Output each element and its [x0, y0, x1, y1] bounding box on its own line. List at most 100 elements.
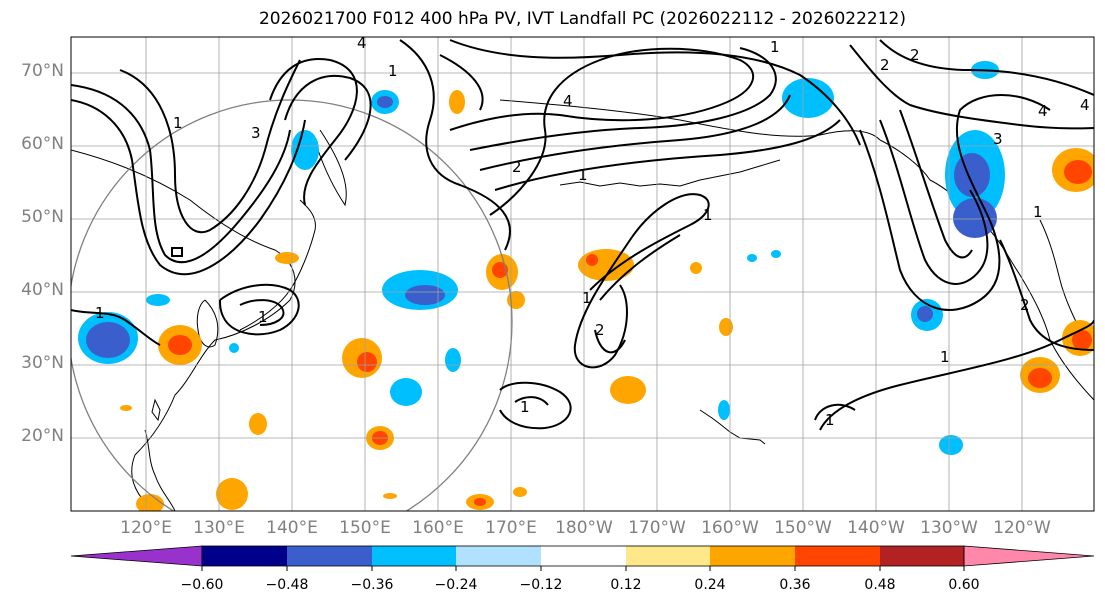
anomaly-pos-1-core: [168, 335, 192, 355]
map-title: 2026021700 F012 400 hPa PV, IVT Landfall…: [258, 9, 906, 29]
contour-jet-6: [494, 119, 841, 191]
contour-label: 2: [1020, 296, 1030, 314]
coastline-aleutians: [559, 159, 781, 187]
contour-label: 1: [703, 206, 713, 224]
contour-label: 1: [520, 398, 530, 416]
contour-label: 1: [940, 348, 950, 366]
colorbar-tick-label: 0.36: [779, 577, 811, 593]
contour-nw-label-loop: [71, 309, 161, 346]
contour-east-1: [819, 319, 1094, 431]
ivt-contours: [71, 39, 1094, 431]
colorbar-tick-label: −0.36: [350, 577, 394, 593]
anomaly-neg-6: [445, 348, 461, 372]
anomaly-pos-17-core: [1028, 368, 1052, 388]
anomaly-pos-4-core: [492, 262, 508, 278]
contour-label: 4: [1038, 102, 1048, 120]
lon-label-150e: 150°E: [339, 518, 391, 538]
anomaly-neg-2-core: [377, 96, 393, 108]
anomaly-pos-18-core: [1072, 330, 1092, 350]
map-border: [70, 36, 1095, 512]
colorbar-tick-label: 0.60: [948, 577, 980, 593]
anomaly-pos-16-core: [1064, 160, 1092, 184]
contour-loop-2: [594, 234, 681, 354]
contour-label: 4: [1080, 96, 1090, 114]
colorbar-seg-9: [880, 546, 964, 566]
contour-label: 1: [582, 289, 592, 307]
colorbar-tick-label: 0.24: [694, 577, 726, 593]
lon-label-170w: 170°W: [628, 518, 686, 538]
colorbar-seg-1: [202, 546, 287, 566]
colorbar-seg-5: [541, 546, 626, 566]
anomaly-neg-12: [939, 435, 963, 455]
contour-label: 1: [95, 304, 105, 322]
contour-jet-3: [449, 47, 755, 216]
contour-sw-2: [514, 396, 549, 406]
colorbar-tick-label: −0.48: [265, 577, 309, 593]
anomaly-neg-1-core: [86, 322, 130, 358]
colorbar-extend-high: [963, 545, 1095, 567]
colorbar-seg-8: [795, 546, 880, 566]
contour-jet-5: [479, 94, 791, 171]
lon-label-140w: 140°W: [847, 518, 905, 538]
anomaly-pos-11-core: [474, 498, 486, 506]
anomaly-neg-16: [747, 254, 757, 262]
anomaly-pos-19: [513, 487, 527, 497]
anomaly-pos-14: [719, 318, 733, 336]
lon-label-120w: 120°W: [993, 518, 1051, 538]
colorbar-tick-label: −0.24: [434, 577, 478, 593]
contour-ridge-1: [269, 58, 358, 206]
anomaly-pos-20: [383, 493, 397, 499]
colorbar-tick-label: 0.12: [610, 577, 642, 593]
anomaly-pos-8: [216, 478, 248, 510]
contour-top-arc: [449, 39, 861, 146]
coastline-philippines: [144, 429, 176, 511]
contour-japan-loop-2: [239, 299, 285, 326]
lat-label-70n: 70°N: [21, 61, 64, 81]
contour-sw-1: [499, 381, 572, 430]
lon-label-150w: 150°W: [774, 518, 832, 538]
lon-label-160w: 160°W: [701, 518, 759, 538]
contour-west-trough-3: [119, 59, 301, 233]
contour-jet-4: [469, 47, 777, 151]
lon-label-130w: 130°W: [920, 518, 978, 538]
coastline-korea: [196, 299, 219, 348]
lat-label-50n: 50°N: [21, 207, 64, 227]
colorbar-seg-6: [626, 546, 710, 566]
anomaly-pos-9: [136, 494, 164, 511]
anomaly-neg-17: [771, 250, 781, 258]
anomaly-pos-7: [249, 413, 267, 435]
contour-trough-east-4: [849, 44, 1094, 130]
anomaly-neg-15: [229, 343, 239, 353]
lon-label-130e: 130°E: [193, 518, 245, 538]
lat-label-60n: 60°N: [21, 134, 64, 154]
lat-label-20n: 20°N: [21, 426, 64, 446]
contour-east-2: [814, 403, 856, 421]
colorbar-tick-label: −0.12: [519, 577, 563, 593]
colorbar-seg-3: [372, 546, 456, 566]
contour-small-1: [171, 247, 183, 257]
anomaly-neg-10: [953, 198, 997, 238]
contour-trough-east-3: [899, 109, 973, 259]
colorbar-tick-marks: [201, 566, 965, 571]
coastline-taiwan: [151, 398, 161, 422]
coastline-asia: [71, 149, 296, 511]
lon-label-160e: 160°E: [412, 518, 464, 538]
contour-ridge-2: [284, 74, 372, 161]
colorbar-outline: [201, 545, 965, 567]
anomaly-neg-7: [718, 400, 730, 420]
grid-lines: [71, 37, 1094, 511]
anomaly-pos-12-core: [586, 254, 598, 266]
contour-trough-east-1: [859, 94, 1051, 311]
contour-trough-east-2: [879, 119, 989, 285]
contour-label: 1: [770, 38, 780, 56]
anomaly-neg-14: [146, 294, 170, 306]
anomaly-neg-8: [782, 78, 834, 118]
contour-label: 1: [825, 411, 835, 429]
contour-label: 4: [563, 92, 573, 110]
anomaly-neg-9-core: [954, 153, 990, 197]
coastline-hawaii: [699, 409, 766, 445]
colorbar-tick-label: −0.60: [180, 577, 224, 593]
contour-label: 2: [880, 56, 890, 74]
anomaly-neg-5: [390, 378, 422, 406]
